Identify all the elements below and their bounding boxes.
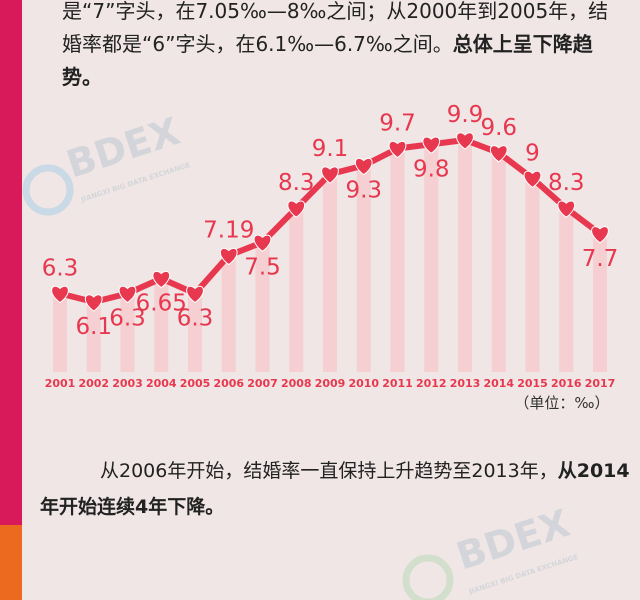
heart-marker — [51, 285, 69, 304]
heart-marker — [219, 247, 238, 266]
bar — [559, 208, 574, 372]
x-tick-label: 2003 — [112, 377, 143, 390]
intro-text: 是“7”字头，在7.05‰—8‰之间；从2000年到2005年，结婚率都是“6”… — [62, 0, 609, 56]
bar — [255, 242, 270, 372]
bar — [188, 293, 202, 372]
x-tick-label: 2016 — [551, 377, 582, 390]
value-label: 6.65 — [136, 291, 187, 317]
value-label: 9.6 — [480, 115, 517, 141]
outro-paragraph: 从2006年开始，结婚率一直保持上升趋势至2013年，从2014年开始连续4年下… — [40, 453, 630, 525]
side-strip — [0, 525, 22, 600]
value-label: 8.3 — [278, 170, 315, 196]
value-label: 9 — [525, 140, 540, 166]
value-label: 6.3 — [109, 305, 146, 331]
bar — [356, 165, 371, 372]
x-tick-label: 2011 — [382, 377, 413, 390]
value-label: 9.3 — [345, 178, 382, 204]
x-tick-label: 2006 — [213, 377, 244, 390]
x-tick-label: 2002 — [78, 377, 109, 390]
x-tick-label: 2009 — [315, 377, 346, 390]
value-label: 7.5 — [244, 254, 281, 280]
value-label: 6.3 — [42, 255, 79, 281]
value-label: 6.3 — [177, 305, 214, 331]
value-label: 9.1 — [312, 136, 349, 162]
bar — [491, 152, 506, 372]
x-tick-label: 2008 — [281, 377, 312, 390]
value-label: 9.7 — [379, 111, 416, 137]
heart-marker — [523, 170, 542, 188]
bar — [53, 293, 67, 372]
x-tick-label: 2005 — [180, 377, 211, 390]
heart-marker — [118, 285, 137, 304]
heart-marker — [489, 145, 508, 163]
value-label: 7.7 — [582, 246, 619, 272]
bar — [323, 174, 337, 372]
outro-text: 从2006年开始，结婚率一直保持上升趋势至2013年， — [100, 460, 558, 482]
value-label: 9.8 — [413, 156, 450, 182]
heart-marker — [253, 234, 272, 252]
x-tick-label: 2015 — [517, 377, 548, 390]
value-label: 7.19 — [203, 218, 254, 244]
bar — [154, 278, 169, 372]
x-tick-label: 2013 — [450, 377, 481, 390]
value-label: 8.3 — [548, 170, 585, 196]
bar — [458, 140, 472, 372]
bar — [120, 293, 135, 372]
bar — [86, 302, 101, 372]
heart-marker — [456, 132, 474, 150]
heart-marker — [321, 166, 339, 184]
bar — [221, 255, 236, 372]
heart-marker — [152, 270, 171, 289]
value-label: 9.9 — [447, 102, 484, 128]
intro-bold: 总体上呈下降趋势。 — [62, 32, 593, 89]
watermark-icon — [22, 164, 74, 216]
x-tick-label: 2001 — [45, 377, 76, 390]
side-strip — [0, 0, 22, 525]
unit-label: （单位：‰） — [514, 394, 609, 412]
x-tick-label: 2007 — [247, 377, 278, 390]
value-label: 6.1 — [75, 314, 112, 340]
x-tick-label: 2012 — [416, 377, 447, 390]
heart-marker — [287, 200, 306, 218]
bar — [390, 148, 405, 372]
x-tick-label: 2017 — [585, 377, 616, 390]
bar — [525, 178, 540, 372]
heart-marker — [591, 226, 609, 244]
watermark-icon — [402, 554, 454, 600]
x-tick-label: 2010 — [348, 377, 379, 390]
heart-marker — [354, 157, 373, 176]
heart-marker — [186, 285, 204, 304]
bar — [424, 144, 439, 372]
outro-bold: 从2014年开始连续4年下降。 — [40, 460, 630, 518]
heart-marker — [557, 200, 576, 218]
heart-marker — [84, 294, 103, 312]
intro-paragraph: 是“7”字头，在7.05‰—8‰之间；从2000年到2005年，结婚率都是“6”… — [62, 0, 622, 94]
bar — [593, 233, 607, 372]
heart-marker — [388, 140, 407, 159]
x-tick-label: 2014 — [483, 377, 514, 390]
x-tick-label: 2004 — [146, 377, 177, 390]
heart-marker — [422, 136, 441, 154]
bar — [289, 208, 304, 372]
